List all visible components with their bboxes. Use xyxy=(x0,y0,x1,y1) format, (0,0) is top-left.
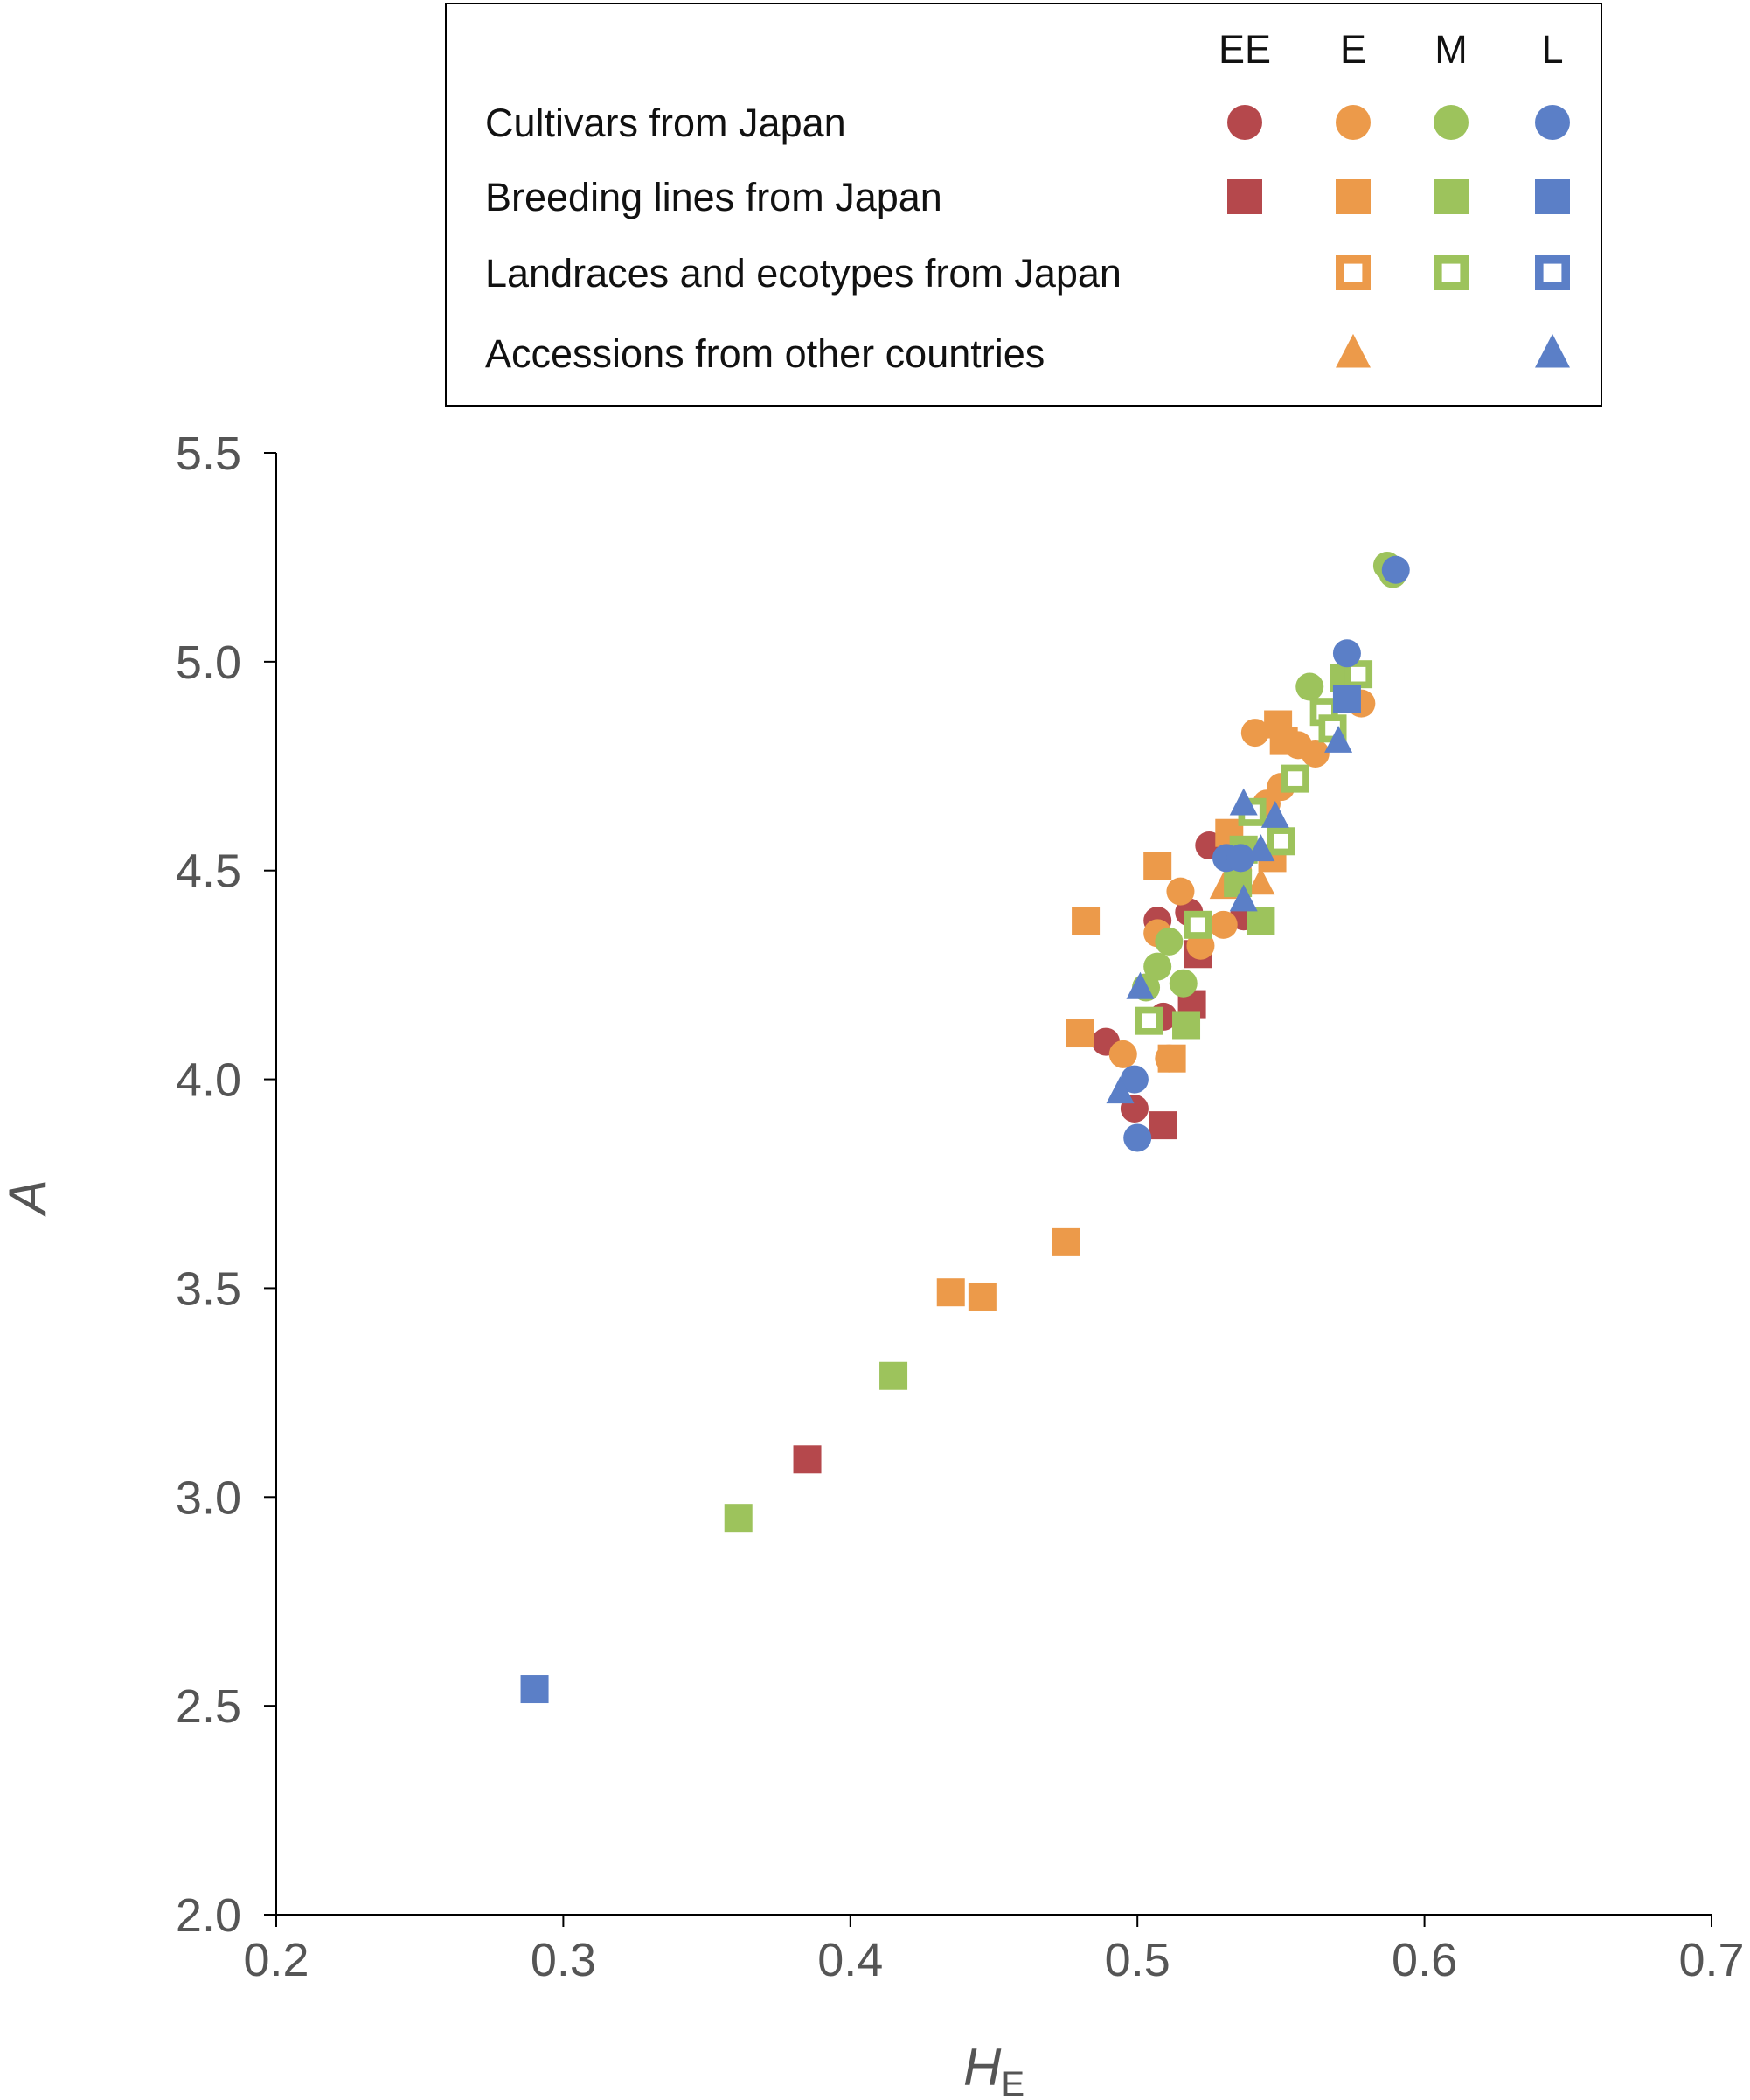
y-tick-label: 5.5 xyxy=(176,428,241,480)
data-point-circle xyxy=(1301,739,1330,768)
data-point-triangle xyxy=(1324,725,1353,753)
legend-marker-open-square xyxy=(1336,254,1372,290)
data-point-square xyxy=(520,1675,549,1704)
y-tick-label: 2.5 xyxy=(176,1680,241,1733)
data-point-circle xyxy=(1295,672,1324,701)
data-point-triangle xyxy=(1229,788,1258,816)
data-point-triangle xyxy=(1247,834,1275,862)
x-axis-title: HE xyxy=(963,2038,1024,2100)
data-point-triangle xyxy=(1106,1076,1135,1104)
data-point-circle xyxy=(1108,1040,1137,1068)
data-point-circle xyxy=(1332,639,1361,668)
data-point-circle xyxy=(1123,1123,1152,1152)
data-point-square xyxy=(1066,1019,1094,1048)
legend-row-label: Breeding lines from Japan xyxy=(485,175,942,219)
legend-marker-square xyxy=(1336,179,1371,214)
data-point-square xyxy=(1172,1011,1201,1040)
data-point-circle xyxy=(1143,952,1172,981)
y-tick-label: 4.0 xyxy=(176,1054,241,1107)
legend-marker-triangle xyxy=(1535,333,1570,368)
legend-marker-open-square xyxy=(1434,254,1469,290)
data-point-open-square xyxy=(1135,1006,1163,1035)
legend-marker-triangle xyxy=(1336,333,1371,368)
data-point-open-square xyxy=(1267,827,1295,856)
data-point-triangle xyxy=(1229,884,1258,912)
data-point-square xyxy=(793,1445,822,1474)
x-tick-label: 0.3 xyxy=(531,1934,596,1986)
data-point-circle xyxy=(1226,844,1255,873)
x-tick-label: 0.5 xyxy=(1105,1934,1170,1986)
legend-column-header: M xyxy=(1434,27,1468,72)
x-tick-label: 0.7 xyxy=(1678,1934,1744,1986)
data-point-square xyxy=(724,1504,753,1533)
data-point-open-square xyxy=(1184,910,1212,939)
y-tick-label: 3.5 xyxy=(176,1262,241,1315)
data-point-open-square xyxy=(1344,660,1373,689)
data-point-square xyxy=(1157,1044,1186,1073)
legend-row-label: Cultivars from Japan xyxy=(485,101,846,145)
legend-marker-circle xyxy=(1227,105,1262,140)
y-tick-label: 3.0 xyxy=(176,1471,241,1524)
data-point-circle xyxy=(1381,555,1410,584)
data-point-triangle xyxy=(1126,971,1155,999)
data-point-triangle xyxy=(1247,867,1275,895)
data-point-square xyxy=(1332,685,1361,713)
y-tick-label: 4.5 xyxy=(176,845,241,898)
data-point-square xyxy=(1143,852,1172,880)
data-point-square xyxy=(1052,1227,1080,1256)
data-point-square xyxy=(1072,907,1101,935)
legend-marker-open-square xyxy=(1535,254,1571,290)
data-point-circle xyxy=(1169,969,1198,998)
legend-box xyxy=(445,3,1602,407)
legend-row-label: Accessions from other countries xyxy=(485,331,1045,376)
x-tick-label: 0.4 xyxy=(817,1934,883,1986)
legend-marker-circle xyxy=(1535,105,1570,140)
legend-marker-circle xyxy=(1434,105,1469,140)
data-point-square xyxy=(879,1361,908,1390)
data-point-circle xyxy=(1209,910,1238,939)
y-tick-label: 2.0 xyxy=(176,1889,241,1942)
legend-column-header: L xyxy=(1541,27,1563,72)
legend-row-label: Landraces and ecotypes from Japan xyxy=(485,251,1122,296)
data-point-square xyxy=(1149,1111,1177,1140)
y-axis-title: A xyxy=(0,1179,57,1217)
x-tick-label: 0.2 xyxy=(243,1934,309,1986)
data-point-circle xyxy=(1155,927,1184,956)
y-tick-label: 5.0 xyxy=(176,636,241,689)
data-point-open-square xyxy=(1281,764,1309,793)
data-point-circle xyxy=(1120,1065,1149,1094)
data-point-triangle xyxy=(1260,800,1289,828)
legend-column-header: EE xyxy=(1219,27,1271,72)
legend-marker-circle xyxy=(1336,105,1371,140)
data-point-square xyxy=(968,1282,997,1311)
legend-marker-square xyxy=(1535,179,1570,214)
data-point-circle xyxy=(1166,877,1195,906)
x-tick-label: 0.6 xyxy=(1392,1934,1457,1986)
data-point-square xyxy=(1269,727,1298,755)
legend-column-header: E xyxy=(1340,27,1366,72)
data-point-square xyxy=(936,1278,965,1307)
legend-marker-square xyxy=(1434,179,1469,214)
legend-marker-square xyxy=(1227,179,1262,214)
data-point-circle xyxy=(1240,719,1269,748)
